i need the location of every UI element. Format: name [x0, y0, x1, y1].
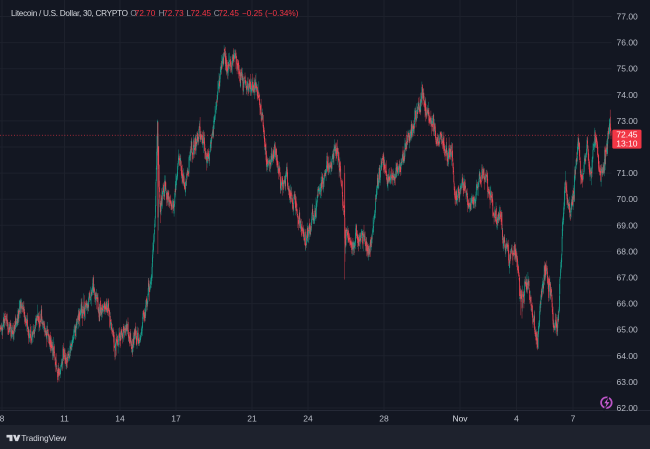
svg-text:66.00: 66.00	[617, 299, 639, 309]
svg-text:70.00: 70.00	[617, 194, 639, 204]
svg-text:77.00: 77.00	[617, 12, 639, 22]
svg-text:13:10: 13:10	[616, 139, 638, 149]
svg-text:28: 28	[379, 413, 389, 423]
svg-text:4: 4	[514, 413, 519, 423]
svg-text:L: L	[187, 9, 192, 18]
svg-text:72.45: 72.45	[191, 9, 212, 18]
svg-text:69.00: 69.00	[617, 220, 639, 230]
svg-text:21: 21	[247, 413, 257, 423]
svg-text:68.00: 68.00	[617, 246, 639, 256]
svg-text:7: 7	[571, 413, 576, 423]
svg-text:8: 8	[0, 413, 5, 423]
svg-text:TradingView: TradingView	[21, 433, 67, 443]
svg-text:−0.25 (−0.34%): −0.25 (−0.34%)	[242, 9, 299, 18]
svg-text:17: 17	[171, 413, 181, 423]
svg-text:63.00: 63.00	[617, 377, 639, 387]
svg-text:72.70: 72.70	[135, 9, 156, 18]
svg-text:11: 11	[60, 413, 69, 423]
svg-text:75.00: 75.00	[617, 64, 639, 74]
svg-text:O: O	[130, 9, 136, 18]
svg-text:64.00: 64.00	[617, 351, 639, 361]
svg-text:62.00: 62.00	[617, 403, 639, 413]
svg-text:14: 14	[115, 413, 125, 423]
svg-text:C: C	[214, 9, 220, 18]
svg-text:Litecoin / U.S. Dollar, 30, CR: Litecoin / U.S. Dollar, 30, CRYPTO	[11, 9, 128, 18]
svg-text:24: 24	[303, 413, 313, 423]
svg-text:65.00: 65.00	[617, 325, 639, 335]
svg-text:72.45: 72.45	[218, 9, 239, 18]
svg-text:67.00: 67.00	[617, 273, 639, 283]
svg-text:72.45: 72.45	[616, 130, 638, 140]
svg-text:71.00: 71.00	[617, 168, 639, 178]
svg-text:74.00: 74.00	[617, 90, 639, 100]
svg-text:72.73: 72.73	[163, 9, 184, 18]
svg-text:Nov: Nov	[452, 413, 468, 423]
svg-text:73.00: 73.00	[617, 116, 639, 126]
svg-text:76.00: 76.00	[617, 38, 639, 48]
svg-text:H: H	[159, 9, 165, 18]
